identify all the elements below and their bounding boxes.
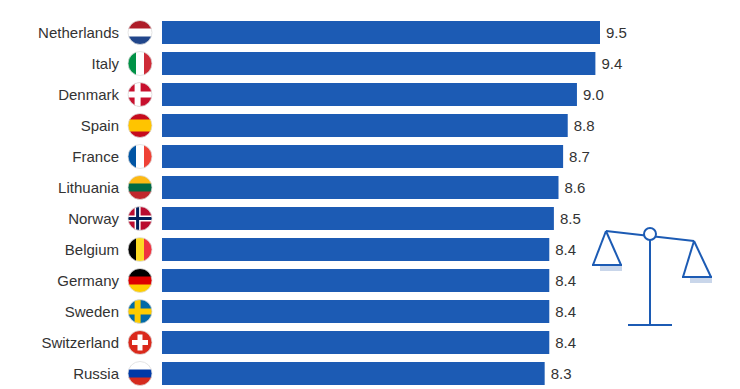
svg-text:Italy: Italy: [91, 55, 119, 72]
svg-text:8.6: 8.6: [565, 179, 586, 196]
svg-text:Denmark: Denmark: [58, 86, 119, 103]
svg-text:Germany: Germany: [57, 272, 119, 289]
svg-text:Netherlands: Netherlands: [38, 24, 119, 41]
svg-text:Norway: Norway: [68, 210, 119, 227]
svg-text:France: France: [72, 148, 119, 165]
svg-text:Russia: Russia: [73, 365, 120, 382]
svg-text:Sweden: Sweden: [65, 303, 119, 320]
svg-text:9.5: 9.5: [606, 24, 627, 41]
svg-text:8.4: 8.4: [555, 241, 576, 258]
svg-text:8.5: 8.5: [560, 210, 581, 227]
svg-text:8.4: 8.4: [555, 303, 576, 320]
svg-text:9.0: 9.0: [583, 86, 604, 103]
svg-text:9.4: 9.4: [601, 55, 622, 72]
svg-text:8.4: 8.4: [555, 334, 576, 351]
svg-text:8.3: 8.3: [551, 365, 572, 382]
svg-text:Lithuania: Lithuania: [58, 179, 120, 196]
svg-text:8.8: 8.8: [574, 117, 595, 134]
svg-text:Spain: Spain: [81, 117, 119, 134]
svg-text:8.4: 8.4: [555, 272, 576, 289]
svg-text:Belgium: Belgium: [65, 241, 119, 258]
svg-text:Switzerland: Switzerland: [41, 334, 119, 351]
svg-text:8.7: 8.7: [569, 148, 590, 165]
